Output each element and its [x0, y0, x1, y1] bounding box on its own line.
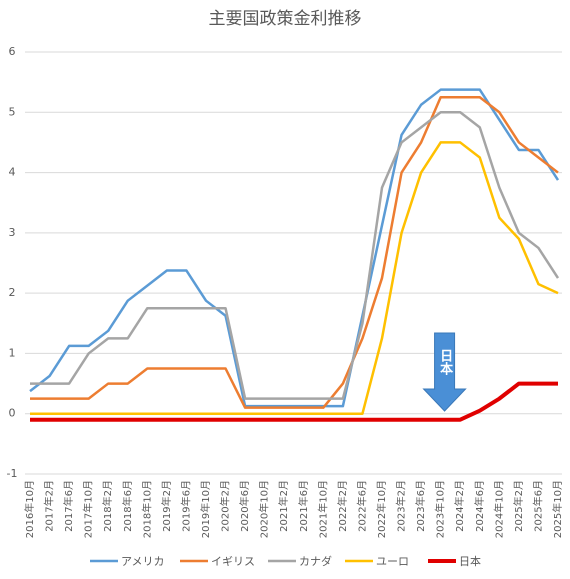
y-tick-label: 6: [9, 45, 16, 58]
x-tick-label: 2022年2月: [336, 480, 349, 532]
x-tick-label: 2024年2月: [453, 480, 466, 532]
x-tick-label: 2024年6月: [473, 480, 486, 532]
y-tick-label: 4: [9, 166, 16, 179]
y-tick-label: 2: [9, 286, 16, 299]
x-tick-label: 2017年2月: [43, 480, 56, 532]
x-tick-label: 2019年6月: [179, 480, 192, 532]
x-tick-label: 2020年2月: [219, 480, 232, 532]
series-line: [30, 95, 559, 409]
x-tick-label: 2023年6月: [414, 480, 427, 532]
x-tick-label: 2023年10月: [434, 480, 447, 538]
series-line: [29, 88, 560, 408]
legend-label: ユーロ: [376, 555, 409, 568]
y-tick-label: 3: [9, 226, 16, 239]
x-tick-label: 2017年10月: [82, 480, 95, 538]
legend-label: カナダ: [299, 554, 332, 568]
series-line: [30, 381, 558, 422]
x-tick-label: 2020年6月: [238, 480, 251, 532]
x-tick-label: 2021年6月: [297, 480, 310, 532]
y-tick-label: 1: [9, 346, 16, 359]
x-tick-label: 2018年10月: [140, 480, 153, 538]
y-tick-label: 0: [9, 407, 16, 420]
x-tick-label: 2022年6月: [355, 480, 368, 532]
y-tick-label: 5: [9, 105, 16, 118]
x-tick-label: 2018年2月: [101, 480, 114, 532]
x-tick-label: 2020年10月: [258, 480, 271, 538]
series-line: [30, 141, 559, 415]
y-tick-label: -1: [7, 467, 18, 480]
x-tick-label: 2021年10月: [316, 480, 329, 538]
x-tick-label: 2022年10月: [375, 480, 388, 538]
chart-title: 主要国政策金利推移: [209, 9, 362, 29]
annotation-text: 日本: [437, 349, 453, 376]
x-tick-label: 2016年10月: [23, 480, 36, 538]
x-tick-label: 2024年10月: [492, 480, 505, 538]
x-tick-label: 2019年10月: [199, 480, 212, 538]
annotation-arrow: [422, 332, 467, 412]
x-tick-label: 2019年2月: [160, 480, 173, 532]
x-tick-label: 2023年2月: [395, 480, 408, 532]
series-line: [30, 111, 560, 400]
x-tick-label: 2025年6月: [531, 480, 544, 532]
x-tick-label: 2017年6月: [62, 480, 75, 532]
legend-label: イギリス: [211, 555, 255, 568]
x-tick-label: 2021年2月: [277, 480, 290, 532]
legend-label: 日本: [459, 554, 481, 568]
legend-label: アメリカ: [121, 555, 164, 568]
x-tick-label: 2018年6月: [121, 480, 134, 532]
x-tick-label: 2025年2月: [512, 480, 525, 532]
x-tick-label: 2025年10月: [551, 480, 564, 538]
